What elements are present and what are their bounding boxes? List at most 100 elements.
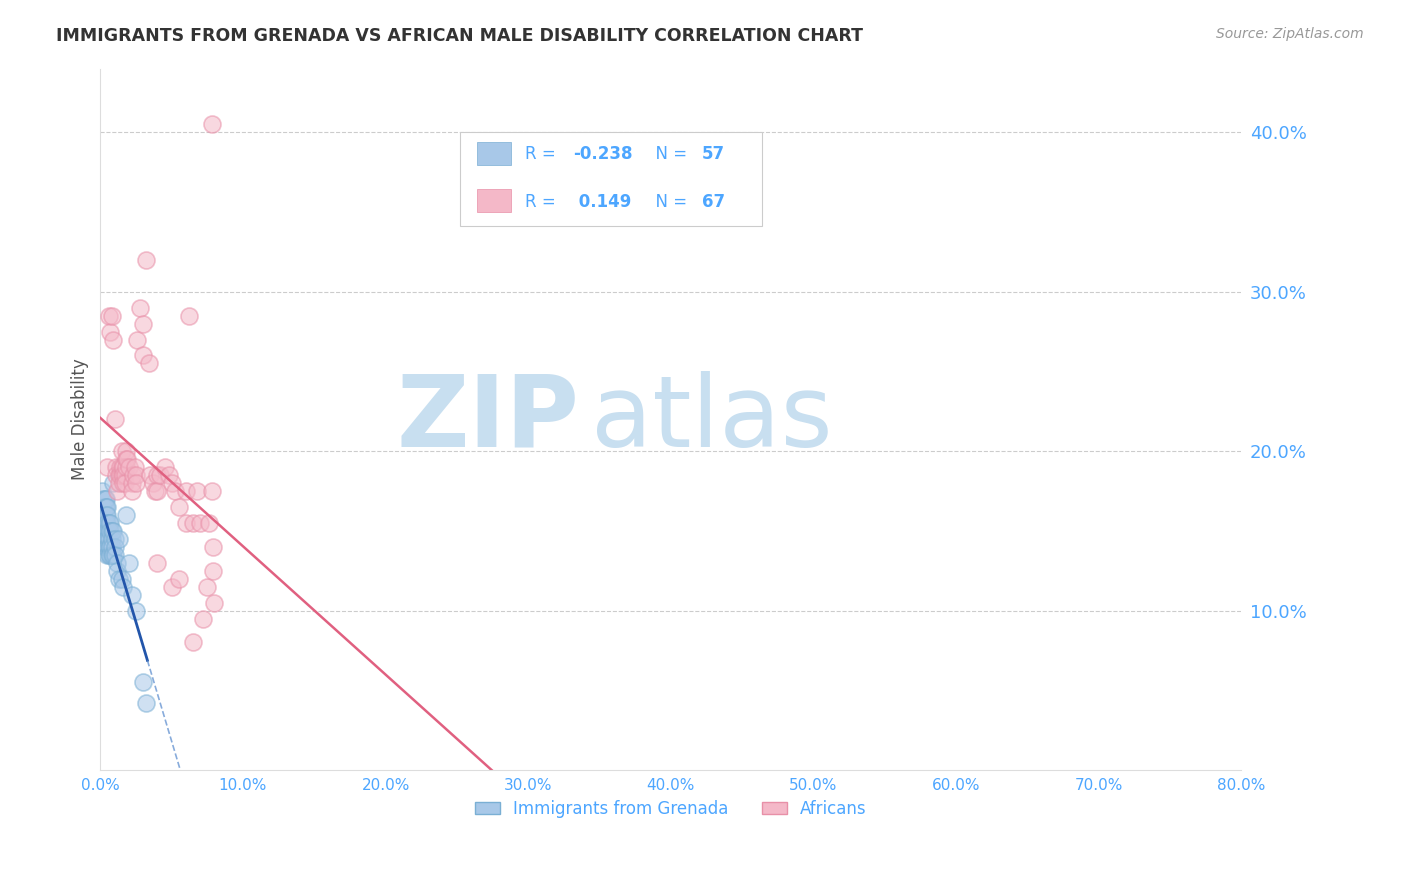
- Point: [90, 508, 112, 522]
- Point: [96, 548, 118, 562]
- Text: 0.149: 0.149: [572, 193, 631, 211]
- Point: [107, 483, 129, 498]
- Point: [97, 540, 120, 554]
- Point: [96, 508, 118, 522]
- Point: [186, 483, 208, 498]
- Point: [204, 596, 226, 610]
- Point: [94, 532, 117, 546]
- Point: [91, 524, 114, 538]
- Point: [124, 460, 146, 475]
- Point: [93, 532, 115, 546]
- Point: [98, 548, 121, 562]
- Point: [111, 444, 134, 458]
- Text: Source: ZipAtlas.com: Source: ZipAtlas.com: [1216, 27, 1364, 41]
- Point: [118, 556, 141, 570]
- Point: [163, 483, 186, 498]
- Point: [93, 524, 115, 538]
- Point: [97, 309, 120, 323]
- Point: [115, 444, 138, 458]
- Point: [188, 516, 211, 530]
- Point: [93, 491, 115, 506]
- Point: [118, 460, 141, 475]
- Point: [108, 468, 131, 483]
- Point: [97, 532, 120, 546]
- Point: [181, 516, 204, 530]
- Point: [98, 524, 121, 538]
- Point: [135, 252, 157, 267]
- Point: [96, 524, 118, 538]
- Point: [112, 476, 135, 491]
- Point: [97, 516, 120, 530]
- Legend: Immigrants from Grenada, Africans: Immigrants from Grenada, Africans: [468, 794, 873, 825]
- Point: [160, 580, 183, 594]
- Point: [103, 524, 125, 538]
- Point: [96, 460, 118, 475]
- Point: [201, 483, 224, 498]
- Point: [174, 516, 197, 530]
- Point: [121, 483, 143, 498]
- Point: [157, 468, 180, 483]
- Point: [160, 476, 183, 491]
- Point: [177, 309, 200, 323]
- Point: [107, 564, 129, 578]
- Point: [125, 476, 148, 491]
- Point: [104, 532, 127, 546]
- Point: [121, 588, 143, 602]
- Text: N =: N =: [644, 145, 692, 163]
- Point: [111, 460, 134, 475]
- Point: [100, 540, 122, 554]
- Point: [197, 516, 219, 530]
- Point: [112, 580, 135, 594]
- Point: [93, 500, 115, 514]
- Point: [97, 524, 120, 538]
- Text: IMMIGRANTS FROM GRENADA VS AFRICAN MALE DISABILITY CORRELATION CHART: IMMIGRANTS FROM GRENADA VS AFRICAN MALE …: [56, 27, 863, 45]
- FancyBboxPatch shape: [477, 189, 512, 212]
- Point: [104, 540, 127, 554]
- Point: [122, 468, 145, 483]
- Point: [110, 460, 132, 475]
- Point: [143, 483, 166, 498]
- Point: [201, 117, 224, 131]
- Y-axis label: Male Disability: Male Disability: [72, 359, 89, 480]
- Text: N =: N =: [644, 193, 692, 211]
- Point: [125, 603, 148, 617]
- Point: [111, 468, 134, 483]
- Point: [91, 500, 114, 514]
- Point: [117, 452, 139, 467]
- Point: [94, 524, 117, 538]
- Point: [103, 476, 125, 491]
- Point: [146, 468, 169, 483]
- Point: [202, 564, 225, 578]
- Point: [94, 516, 117, 530]
- Text: R =: R =: [524, 193, 567, 211]
- Point: [91, 516, 114, 530]
- Point: [138, 356, 160, 370]
- Text: R =: R =: [524, 145, 561, 163]
- Point: [108, 532, 131, 546]
- Point: [111, 572, 134, 586]
- Point: [98, 516, 121, 530]
- Point: [94, 500, 117, 514]
- Point: [135, 696, 157, 710]
- Point: [146, 483, 169, 498]
- Point: [132, 317, 155, 331]
- Point: [146, 556, 169, 570]
- Point: [112, 460, 135, 475]
- Point: [142, 476, 165, 491]
- Point: [100, 524, 122, 538]
- Point: [202, 540, 225, 554]
- Point: [191, 611, 214, 625]
- Point: [195, 580, 218, 594]
- Text: 67: 67: [702, 193, 725, 211]
- Point: [96, 500, 118, 514]
- Point: [107, 556, 129, 570]
- Point: [129, 301, 152, 315]
- Point: [174, 483, 197, 498]
- Point: [90, 483, 112, 498]
- Point: [114, 476, 136, 491]
- Point: [93, 540, 115, 554]
- Point: [127, 333, 149, 347]
- Point: [108, 476, 131, 491]
- Point: [153, 460, 176, 475]
- Point: [149, 468, 172, 483]
